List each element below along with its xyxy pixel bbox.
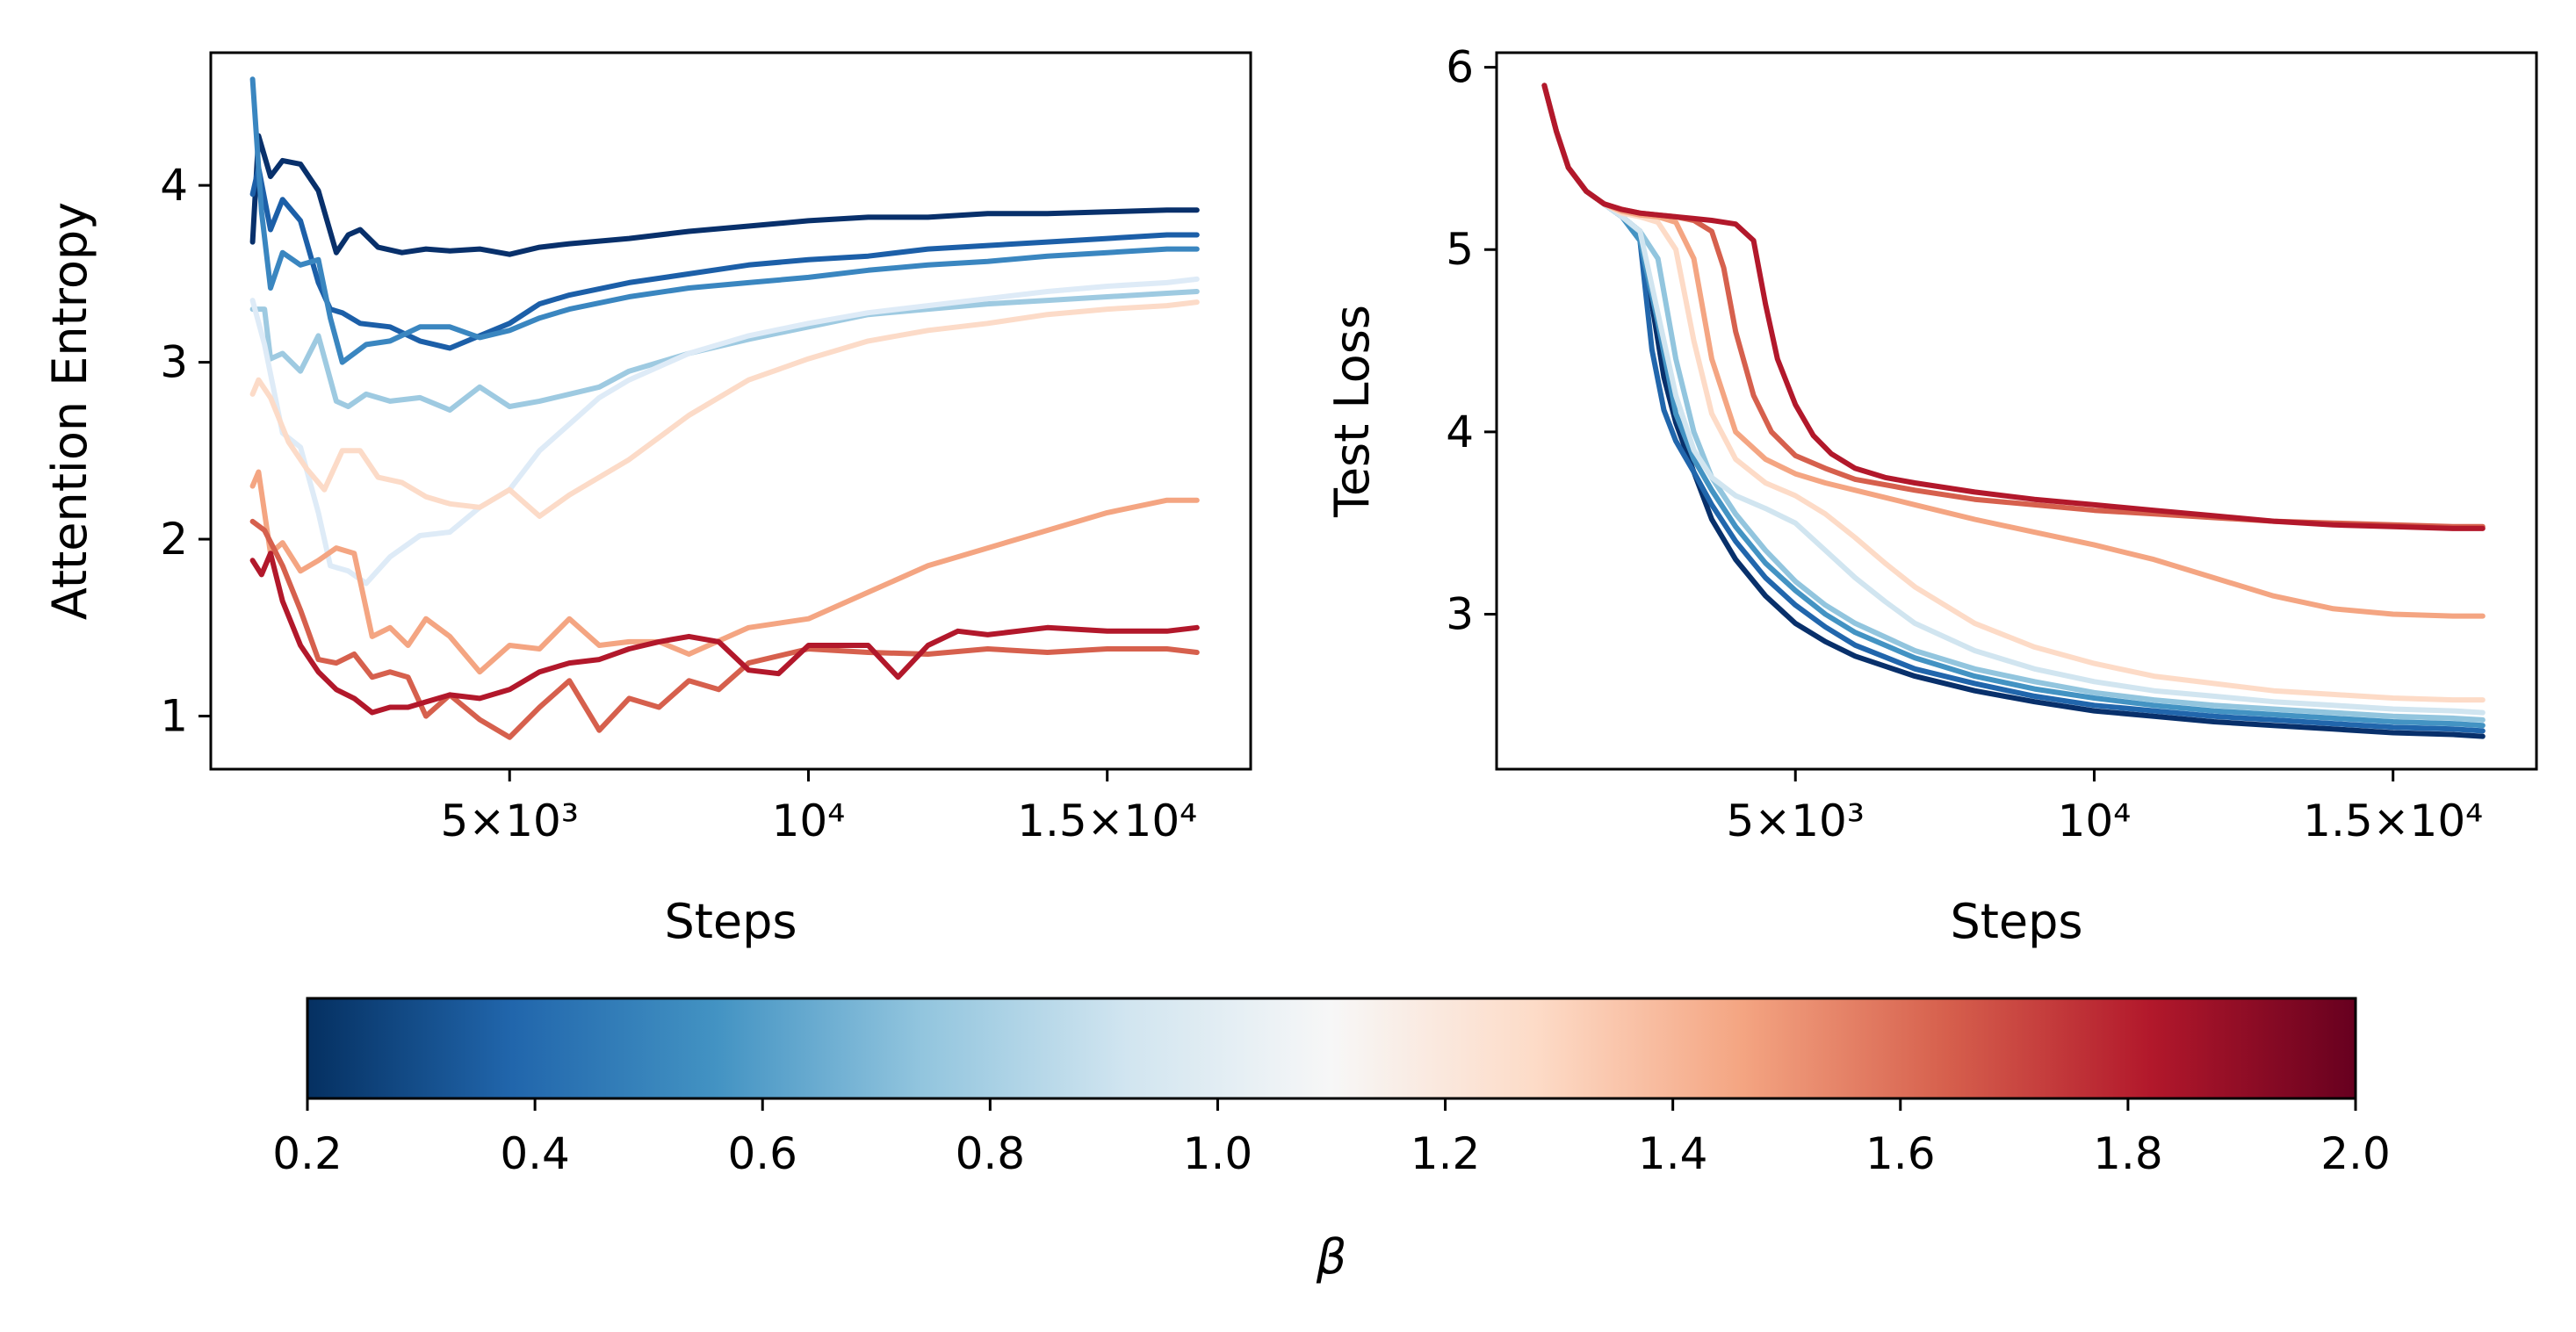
test-loss-ylabel: Test Loss [1324,305,1380,518]
attention-entropy-ylabel: Attention Entropy [42,202,97,620]
attention-entropy-series-beta-0-4 [249,165,1200,351]
colorbar-tick-label: 1.6 [1865,1128,1936,1179]
test-loss-series-beta-1-8 [1541,83,2486,531]
attention-entropy-series-beta-0-8 [249,289,1200,413]
attention-entropy-xlabel: Steps [664,894,797,949]
test-loss-panel: 5×10³ 10⁴ 1.5×10⁴ 3 4 5 6 Steps Test Loss [1324,42,2538,949]
attention-entropy-series-beta-1-6 [249,518,1200,740]
attention-entropy-ytick-label: 1 [160,691,188,742]
test-loss-xtick-label: 10⁴ [2058,796,2132,846]
colorbar-tick-label: 0.8 [956,1128,1026,1179]
test-loss-series-beta-1-4 [1541,83,2486,619]
attention-entropy-ticks: 5×10³ 10⁴ 1.5×10⁴ 1 2 3 4 [160,160,1197,846]
attention-entropy-xtick-label: 5×10³ [441,796,579,846]
test-loss-ytick-label: 3 [1446,589,1474,640]
attention-entropy-series-beta-1-8 [249,551,1200,716]
attention-entropy-xtick-label: 10⁴ [772,796,846,846]
attention-entropy-series-beta-1-4 [249,469,1200,675]
test-loss-lines [1541,83,2486,739]
test-loss-xtick-label: 5×10³ [1727,796,1865,846]
colorbar-tick-label: 0.6 [727,1128,797,1179]
attention-entropy-lines [249,76,1200,740]
colorbar-ticks: 0.2 0.4 0.6 0.8 1.0 1.2 1.4 1.6 1.8 2.0 [272,1098,2391,1179]
colorbar-tick-label: 1.2 [1411,1128,1481,1179]
colorbar-label: β [1316,1229,1346,1285]
test-loss-xtick-label: 1.5×10⁴ [2303,796,2483,846]
colorbar-tick-label: 1.8 [2093,1128,2163,1179]
beta-colorbar: 0.2 0.4 0.6 0.8 1.0 1.2 1.4 1.6 1.8 2.0 β [272,997,2391,1285]
colorbar-tick-label: 1.4 [1638,1128,1708,1179]
test-loss-ytick-label: 5 [1446,224,1474,275]
colorbar-tick-label: 0.2 [272,1128,343,1179]
attention-entropy-series-beta-0-2 [249,133,1200,257]
attention-entropy-axes-frame [209,51,1252,771]
attention-entropy-series-beta-1-2 [249,299,1200,519]
attention-entropy-xtick-label: 1.5×10⁴ [1017,796,1197,846]
test-loss-xlabel: Steps [1950,894,2082,949]
attention-entropy-series-beta-1 [249,276,1200,587]
attention-entropy-ytick-label: 3 [160,337,188,388]
attention-entropy-series-beta-0-6 [249,76,1200,365]
test-loss-series-beta-0-4 [1541,83,2486,734]
test-loss-ticks: 5×10³ 10⁴ 1.5×10⁴ 3 4 5 6 [1446,42,2483,846]
colorbar-tick-label: 1.0 [1183,1128,1253,1179]
colorbar-tick-label: 0.4 [500,1128,570,1179]
attention-entropy-ytick-label: 2 [160,514,188,565]
attention-entropy-ytick-label: 4 [160,160,188,211]
test-loss-ytick-label: 6 [1446,42,1474,93]
colorbar-tick-label: 2.0 [2320,1128,2391,1179]
test-loss-axes-frame [1495,51,2538,771]
attention-entropy-panel: 5×10³ 10⁴ 1.5×10⁴ 1 2 3 4 Steps Attention Entr… [42,51,1252,949]
colorbar-gradient [306,997,2357,1100]
test-loss-ytick-label: 4 [1446,407,1474,457]
test-loss-series-beta-0-8 [1541,83,2486,723]
